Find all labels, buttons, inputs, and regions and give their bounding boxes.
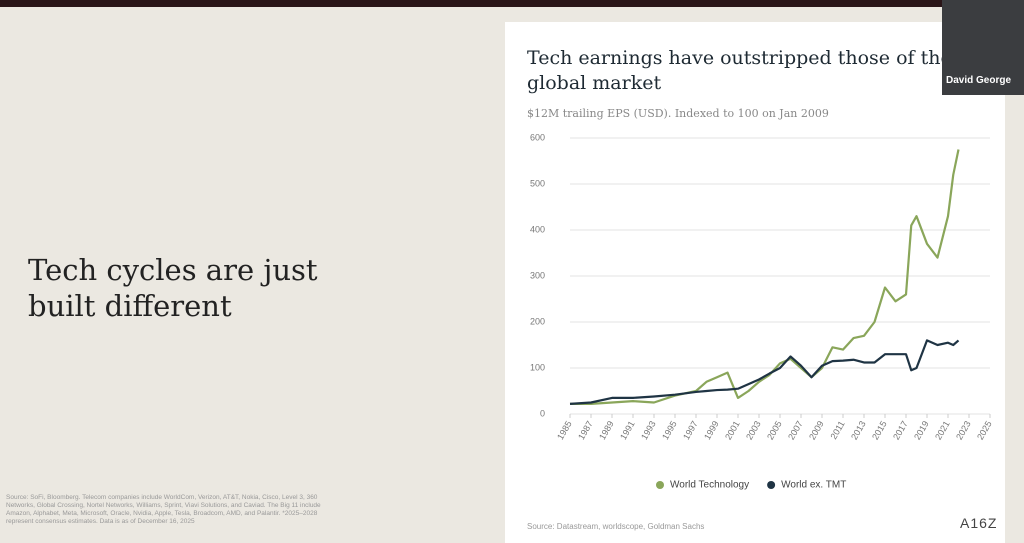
x-tick-label: 2023	[954, 419, 973, 441]
x-tick-label: 2009	[807, 419, 826, 441]
y-tick-label: 500	[530, 178, 545, 188]
x-tick-label: 2021	[933, 419, 952, 441]
video-tile: David George	[942, 0, 1024, 95]
chart-source: Source: Datastream, worldscope, Goldman …	[527, 522, 705, 531]
x-tick-label: 1993	[639, 419, 658, 441]
x-tick-label: 2013	[849, 419, 868, 441]
x-tick-label: 1989	[597, 419, 616, 441]
top-bar	[0, 0, 1024, 7]
legend-marker	[656, 481, 664, 489]
chart-subtitle: $12M trailing EPS (USD). Indexed to 100 …	[527, 107, 829, 120]
legend-label: World Technology	[670, 480, 749, 491]
x-tick-label: 1995	[660, 419, 679, 441]
x-tick-label: 2017	[891, 419, 910, 441]
slide-heading: Tech cycles are just built different	[28, 253, 318, 323]
chart-title: Tech earnings have outstripped those of …	[527, 47, 952, 94]
logo: A16Z	[960, 515, 998, 531]
footnote: Source: SoFi, Bloomberg. Telecom compani…	[6, 494, 321, 525]
y-tick-label: 600	[530, 132, 545, 142]
y-tick-label: 300	[530, 270, 545, 280]
x-tick-label: 2003	[744, 419, 763, 441]
x-tick-label: 2005	[765, 419, 784, 441]
series-line	[569, 339, 960, 405]
x-tick-label: 1997	[681, 419, 700, 441]
legend-label: World ex. TMT	[781, 480, 846, 491]
x-tick-label: 1987	[576, 419, 595, 441]
chart-card: 0 100 200 300 400 500 600 1985 1987 1989 1991 1993 1…	[505, 22, 1005, 543]
y-tick-label: 400	[530, 224, 545, 234]
x-tick-label: 2025	[975, 419, 994, 441]
y-tick-label: 100	[530, 362, 545, 372]
x-tick-label: 2011	[828, 419, 846, 441]
x-tick-label: 1985	[555, 419, 574, 441]
x-tick-label: 1999	[702, 419, 721, 441]
x-tick-label: 2015	[870, 419, 889, 441]
legend-marker	[767, 481, 776, 489]
series-line	[570, 149, 960, 405]
x-tick-label: 2007	[786, 419, 805, 441]
y-tick-label: 0	[540, 408, 545, 418]
y-tick-label: 200	[530, 316, 545, 326]
x-tick-label: 2019	[912, 419, 931, 441]
participant-name: David George	[946, 75, 1012, 86]
x-tick-label: 2001	[723, 419, 742, 441]
x-tick-label: 1991	[618, 419, 637, 441]
